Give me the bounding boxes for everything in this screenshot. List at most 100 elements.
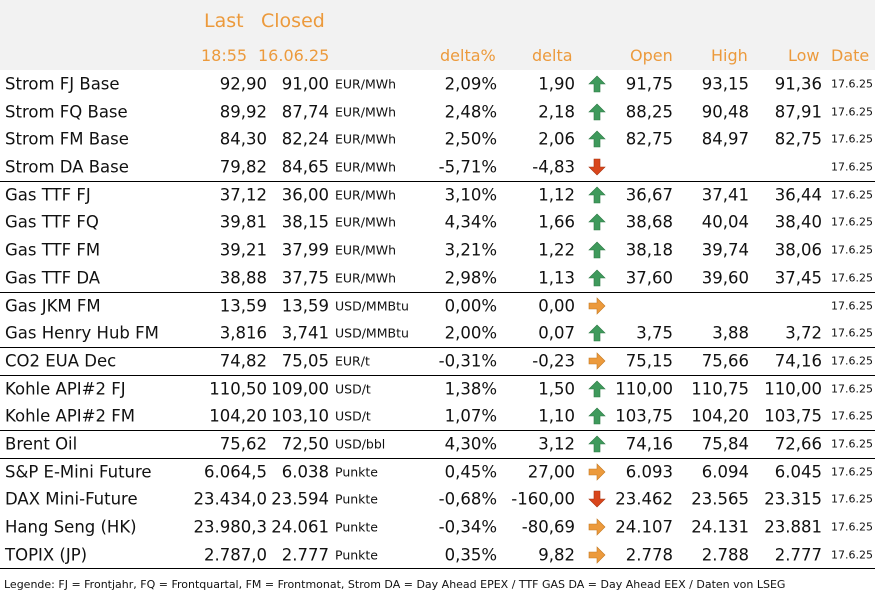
- cell-date: 17.6.25: [831, 271, 873, 285]
- cell-dpct: 1,07%: [444, 406, 497, 426]
- cell-last: 39,21: [219, 240, 267, 260]
- cell-date: 17.6.25: [831, 132, 873, 146]
- arrow-right-icon: [588, 518, 606, 536]
- arrow-up-icon: [588, 380, 606, 398]
- cell-closed: 24.061: [271, 517, 329, 537]
- arrow-down-icon-glyph: [588, 490, 606, 508]
- cell-delta: -160,00: [511, 489, 575, 509]
- header-last-time: 18:55: [201, 46, 248, 65]
- cell-delta: -0,23: [532, 351, 575, 371]
- cell-low: 87,91: [774, 102, 822, 122]
- cell-high: 75,84: [701, 434, 749, 454]
- price-table: Strom FJ Base 92,90 91,00 2,09% 1,90 91,75 93,…: [0, 70, 875, 568]
- cell-date: 17.6.25: [831, 299, 873, 313]
- cell-open: 38,18: [625, 240, 673, 260]
- cell-delta: 1,13: [538, 268, 575, 288]
- cell-delta: 1,12: [538, 185, 575, 205]
- table-row: Kohle API#2 FM 104,20 103,10 1,07% 1,10 103,7…: [0, 402, 875, 430]
- arrow-up-icon-glyph: [588, 435, 606, 453]
- cell-last: 79,82: [219, 157, 267, 177]
- cell-closed: 37,75: [281, 268, 329, 288]
- instrument-name: S&P E-Mini Future: [5, 462, 152, 482]
- cell-delta: 0,00: [538, 296, 575, 316]
- instrument-name: Gas TTF FM: [5, 240, 101, 260]
- cell-dpct: 2,00%: [444, 323, 497, 343]
- cell-date: 17.6.25: [831, 105, 873, 119]
- cell-closed: 72,50: [281, 434, 329, 454]
- cell-unit: EUR/MWh: [335, 214, 397, 230]
- cell-high: 93,15: [701, 74, 749, 94]
- cell-low: 37,45: [774, 268, 822, 288]
- instrument-name: Gas TTF FQ: [5, 212, 99, 232]
- cell-unit: USD/MMBtu: [335, 298, 409, 314]
- table-row: Gas JKM FM 13,59 13,59 0,00% 0,00 USD/MMBtu 17…: [0, 291, 875, 320]
- arrow-up-icon-glyph: [588, 241, 606, 259]
- cell-high: 6.094: [701, 462, 749, 482]
- arrow-up-icon: [588, 241, 606, 259]
- instrument-name: DAX Mini-Future: [5, 489, 138, 509]
- legend: Legende: FJ = Frontjahr, FQ = Frontquart…: [4, 578, 786, 591]
- cell-last: 23.980,3: [193, 517, 267, 537]
- cell-open: 38,68: [625, 212, 673, 232]
- table-row: S&P E-Mini Future 6.064,5 6.038 0,45% 27,00 6…: [0, 457, 875, 486]
- cell-last: 104,20: [209, 406, 267, 426]
- cell-date: 17.6.25: [831, 354, 873, 368]
- cell-open: 110,00: [615, 379, 673, 399]
- table-bottom-border: [0, 568, 875, 569]
- arrow-right-icon: [588, 463, 606, 481]
- cell-dpct: 1,38%: [444, 379, 497, 399]
- cell-date: 17.6.25: [831, 160, 873, 174]
- cell-delta: 9,82: [538, 545, 575, 565]
- instrument-name: Strom FM Base: [5, 129, 129, 149]
- cell-closed: 6.038: [281, 462, 329, 482]
- arrow-up-icon-glyph: [588, 380, 606, 398]
- cell-low: 72,66: [774, 434, 822, 454]
- cell-dpct: 0,35%: [444, 545, 497, 565]
- arrow-up-icon-glyph: [588, 324, 606, 342]
- cell-high: 39,60: [701, 268, 749, 288]
- cell-dpct: 3,21%: [444, 240, 497, 260]
- cell-dpct: -0,34%: [438, 517, 497, 537]
- cell-date: 17.6.25: [831, 77, 873, 91]
- instrument-name: Kohle API#2 FJ: [5, 379, 126, 399]
- instrument-name: Strom FQ Base: [5, 102, 128, 122]
- cell-dpct: -0,68%: [438, 489, 497, 509]
- arrow-up-icon-glyph: [588, 269, 606, 286]
- cell-delta: 0,07: [538, 323, 575, 343]
- instrument-name: Gas TTF DA: [5, 268, 101, 288]
- cell-delta: 1,22: [538, 240, 575, 260]
- header-low: Low: [788, 46, 820, 65]
- cell-closed: 23.594: [271, 489, 329, 509]
- cell-closed: 37,99: [281, 240, 329, 260]
- table-row: Hang Seng (HK) 23.980,3 24.061 -0,34% -80,69…: [0, 513, 875, 541]
- cell-closed: 91,00: [281, 74, 329, 94]
- cell-open: 3,75: [636, 323, 673, 343]
- cell-open: 82,75: [625, 129, 673, 149]
- cell-unit: EUR/MWh: [335, 242, 397, 258]
- cell-dpct: -0,31%: [438, 351, 497, 371]
- cell-low: 82,75: [774, 129, 822, 149]
- cell-unit: Punkte: [335, 547, 378, 563]
- cell-open: 103,75: [615, 406, 673, 426]
- cell-dpct: 0,00%: [444, 296, 497, 316]
- table-row: Strom DA Base 79,82 84,65 -5,71% -4,83 EUR/MW…: [0, 153, 875, 181]
- cell-dpct: 4,34%: [444, 212, 497, 232]
- cell-dpct: -5,71%: [438, 157, 497, 177]
- arrow-up-icon: [588, 186, 606, 204]
- cell-low: 6.045: [774, 462, 822, 482]
- cell-delta: 3,12: [538, 434, 575, 454]
- cell-open: 24.107: [615, 517, 673, 537]
- table-row: Gas Henry Hub FM 3,816 3,741 2,00% 0,07 3,75 3…: [0, 319, 875, 347]
- cell-last: 39,81: [219, 212, 267, 232]
- cell-open: 88,25: [625, 102, 673, 122]
- cell-unit: USD/MMBtu: [335, 325, 409, 341]
- cell-date: 17.6.25: [831, 492, 873, 506]
- cell-closed: 75,05: [281, 351, 329, 371]
- cell-high: 37,41: [701, 185, 749, 205]
- cell-high: 104,20: [691, 406, 749, 426]
- instrument-name: Hang Seng (HK): [5, 517, 137, 537]
- cell-dpct: 2,48%: [444, 102, 497, 122]
- cell-high: 24.131: [691, 517, 749, 537]
- instrument-name: TOPIX (JP): [5, 545, 88, 565]
- cell-low: 91,36: [774, 74, 822, 94]
